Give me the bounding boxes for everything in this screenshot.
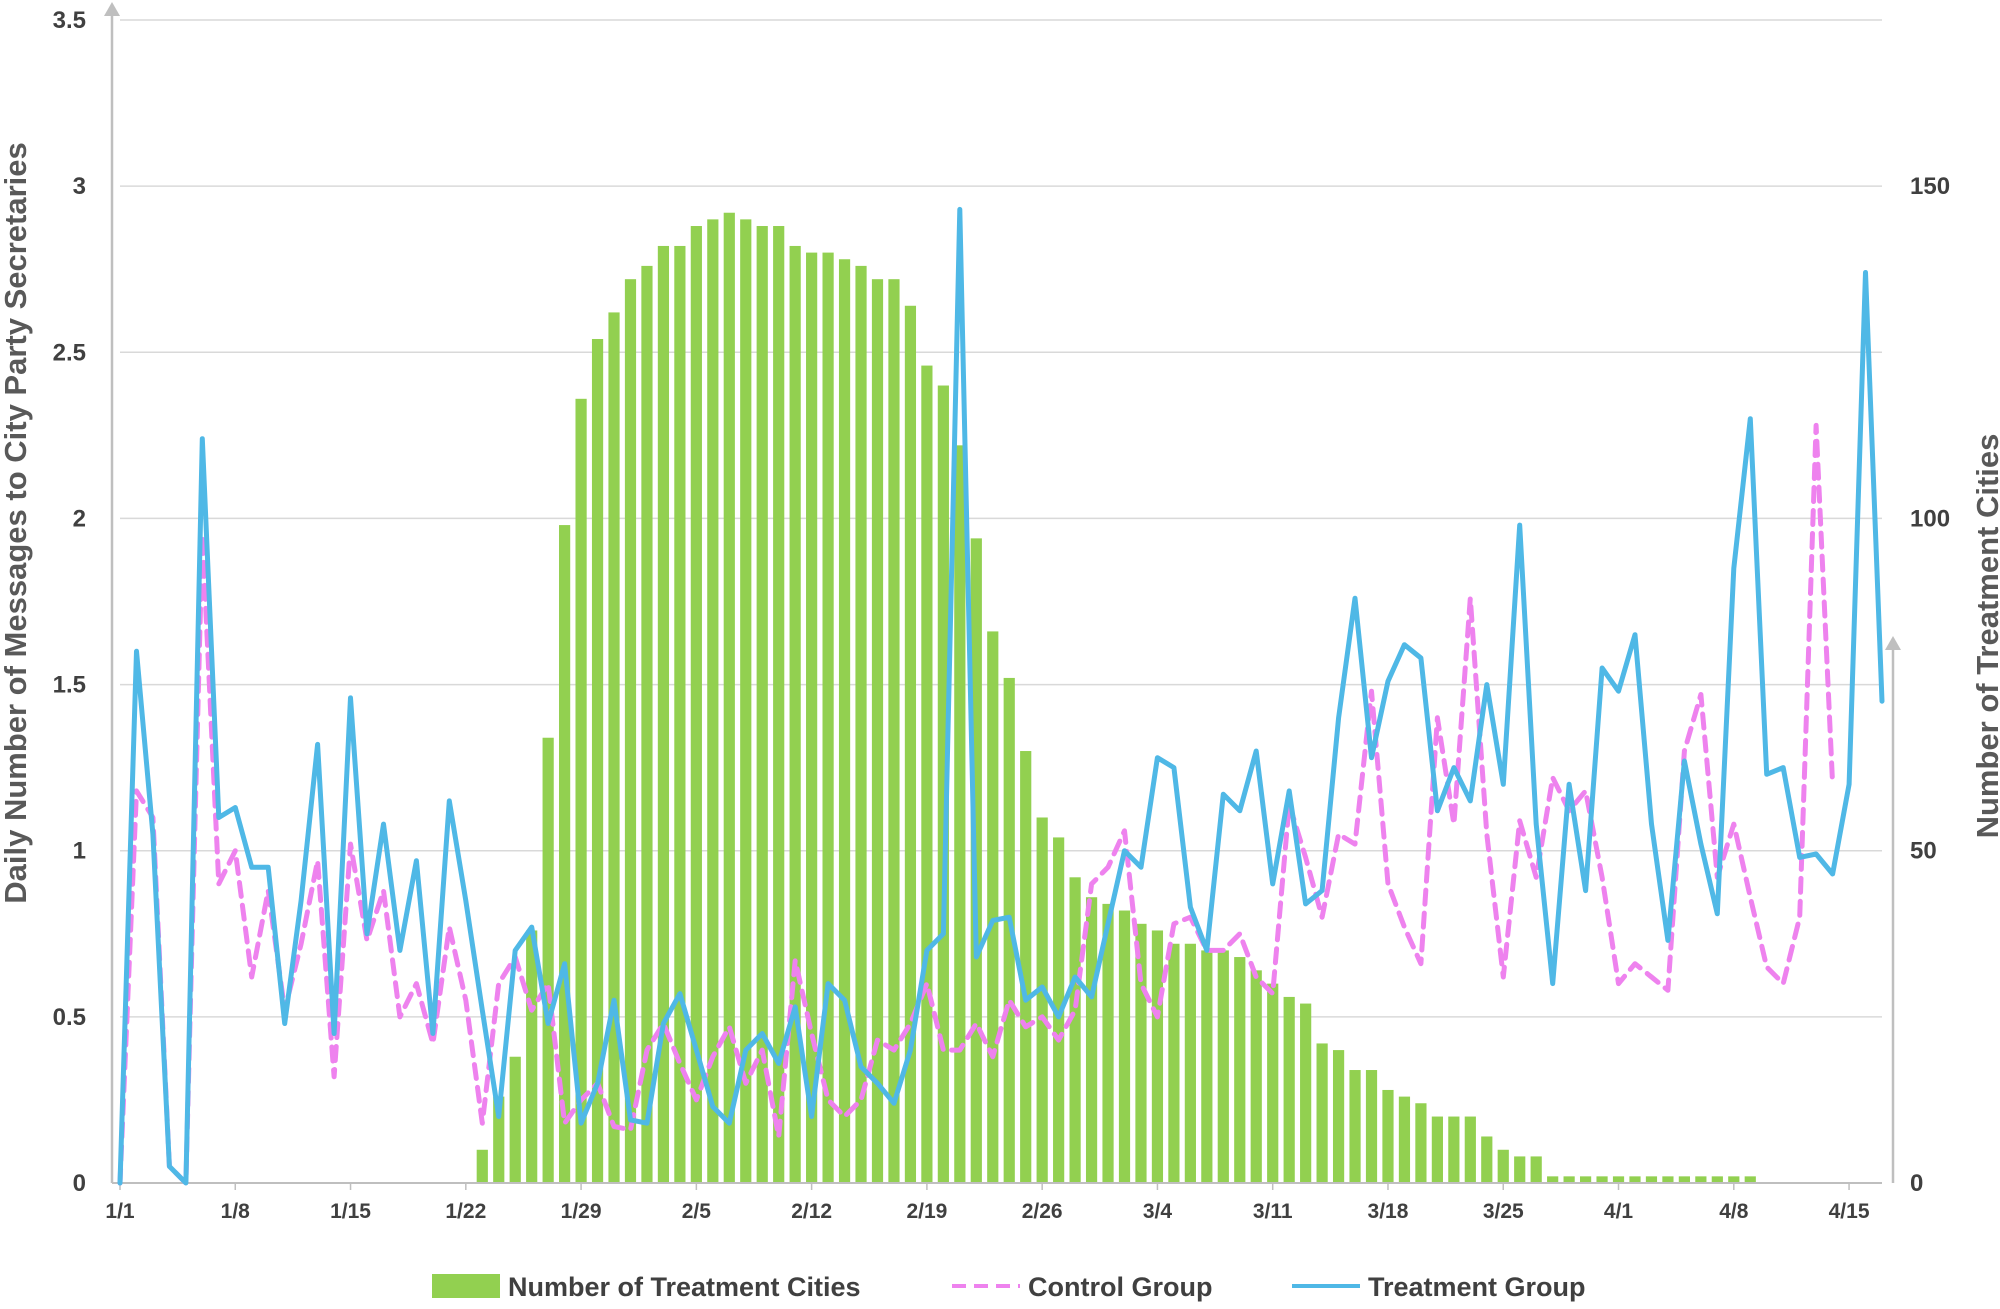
x-tick-label: 3/18 [1368, 1200, 1409, 1223]
bar [1070, 877, 1081, 1183]
bar [773, 226, 784, 1183]
bar [1020, 751, 1031, 1183]
bar [1284, 997, 1295, 1183]
bar [1415, 1103, 1426, 1183]
bar [1349, 1070, 1360, 1183]
bar [1168, 944, 1179, 1183]
bar [510, 1057, 521, 1183]
bar [822, 253, 833, 1183]
bar [543, 738, 554, 1183]
x-tick-label: 4/15 [1829, 1200, 1870, 1223]
axes [104, 2, 1901, 1190]
y-tick-label: 3 [73, 173, 86, 200]
tick-labels: 0 0.5 1 1.5 2 2.5 3 3.5 0 50 100 150 1/1 1/8 1/15 1/22 1… [53, 7, 1950, 1223]
bar [1152, 930, 1163, 1183]
bar [1201, 950, 1212, 1183]
y2-tick-label: 100 [1910, 505, 1950, 532]
bar [1514, 1156, 1525, 1183]
bar [987, 631, 998, 1183]
y-tick-label: 0.5 [53, 1004, 86, 1031]
bar [1465, 1117, 1476, 1183]
bar [608, 312, 619, 1183]
bar [1300, 1004, 1311, 1183]
bar [1366, 1070, 1377, 1183]
y-axis-title: Daily Number of Messages to City Party S… [0, 142, 33, 904]
y2-tick-label: 150 [1910, 173, 1950, 200]
x-tick-label: 1/8 [221, 1200, 251, 1223]
bar [1037, 817, 1048, 1183]
bar [1135, 924, 1146, 1183]
x-tick-label: 1/29 [561, 1200, 602, 1223]
y-tick-label: 1 [73, 838, 86, 865]
bar [1234, 957, 1245, 1183]
legend-label-control: Control Group [1028, 1272, 1212, 1302]
y-tick-label: 1.5 [53, 672, 86, 699]
x-tick-label: 1/15 [330, 1200, 371, 1223]
y2-tick-label: 0 [1910, 1170, 1923, 1197]
bar [1382, 1090, 1393, 1183]
bar [1119, 911, 1130, 1183]
y-tick-label: 3.5 [53, 7, 86, 34]
y-tick-label: 0 [73, 1170, 86, 1197]
bar [526, 930, 537, 1183]
x-tick-label: 3/25 [1483, 1200, 1524, 1223]
bar [641, 266, 652, 1183]
bar [625, 279, 636, 1183]
gridlines [120, 20, 1882, 1017]
bar [1498, 1150, 1509, 1183]
bar [1531, 1156, 1542, 1183]
bar [1218, 950, 1229, 1183]
bar [674, 246, 685, 1183]
x-tick-label: 4/1 [1604, 1200, 1634, 1223]
x-tick-label: 2/12 [791, 1200, 832, 1223]
x-tick-label: 2/5 [682, 1200, 712, 1223]
bar [1448, 1117, 1459, 1183]
bar [477, 1150, 488, 1183]
bar [1185, 944, 1196, 1183]
x-tick-label: 1/22 [445, 1200, 486, 1223]
x-tick-label: 2/19 [906, 1200, 947, 1223]
bar [1251, 970, 1262, 1183]
legend: Number of Treatment Cities Control Group… [432, 1272, 1586, 1302]
y-axis-arrow [104, 2, 120, 16]
legend-swatch-bars [432, 1274, 500, 1298]
legend-label-bars: Number of Treatment Cities [508, 1272, 861, 1302]
y-tick-label: 2.5 [53, 339, 86, 366]
bar [740, 219, 751, 1183]
bar [954, 445, 965, 1183]
bar [1399, 1097, 1410, 1183]
y2-axis-arrow [1885, 636, 1901, 650]
bar [839, 259, 850, 1183]
x-tick-label: 4/8 [1719, 1200, 1749, 1223]
y2-axis-title: Number of Treatment Cities [1970, 434, 2000, 839]
y-tick-label: 2 [73, 505, 86, 532]
bar [921, 366, 932, 1183]
x-tick-label: 3/11 [1253, 1200, 1293, 1223]
bar [1086, 897, 1097, 1183]
bar [1333, 1050, 1344, 1183]
bar [1481, 1136, 1492, 1183]
bar [707, 219, 718, 1183]
x-tick-label: 1/1 [105, 1200, 135, 1223]
legend-label-treatment: Treatment Group [1368, 1272, 1586, 1302]
x-tick-label: 2/26 [1022, 1200, 1063, 1223]
x-tick-label: 3/4 [1143, 1200, 1173, 1223]
bar [1432, 1117, 1443, 1183]
y2-tick-label: 50 [1910, 838, 1937, 865]
bar [1267, 984, 1278, 1183]
bar [1317, 1043, 1328, 1183]
